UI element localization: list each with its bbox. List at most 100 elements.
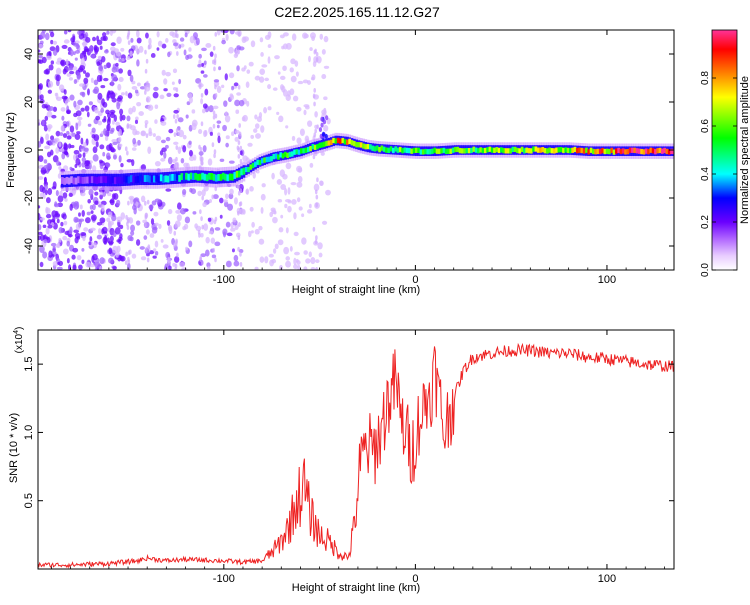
spectrogram-speckle (192, 211, 197, 215)
spectrogram-speckle (120, 47, 125, 52)
spectrogram-speckle (127, 235, 133, 241)
spectrogram-speckle (90, 210, 94, 215)
spectrogram-streak (144, 222, 147, 228)
spectrogram-speckle (53, 203, 60, 208)
spectrogram-speckle (39, 40, 44, 45)
spectrogram-speckle (160, 238, 164, 243)
spectrogram-ridge-cell (359, 142, 363, 148)
spectrogram-streak (214, 84, 217, 90)
spectrogram-ridge-cell (102, 175, 106, 183)
spectrogram-speckle (222, 30, 229, 34)
spectrogram-speckle (178, 129, 185, 138)
spectrogram-ridge-cell (81, 177, 85, 184)
spectrogram-speckle (150, 53, 156, 58)
spectrogram-streak (143, 200, 147, 206)
spectrogram-ridge-cell (582, 148, 586, 154)
spectrogram-speckle (103, 128, 107, 136)
spectrogram-speckle (45, 133, 50, 141)
spectrogram-speckle (236, 45, 242, 51)
spectrogram-speckle (41, 56, 47, 64)
spectrogram-speckle (82, 50, 87, 58)
spectrogram-speckle (111, 193, 116, 200)
spectrogram-ridge-cell (249, 164, 253, 170)
spectrogram-streak (314, 48, 317, 54)
snr-series-line (38, 342, 674, 569)
spectrogram-ridge-cell (605, 148, 609, 154)
colorbar: 0.0 0.2 0.4 0.6 0.8 Normalized spectral ampl… (700, 29, 750, 277)
spectrogram-speckle (101, 228, 105, 235)
spectrogram-ridge-cell (447, 148, 450, 154)
spectrogram-ridge-cell (325, 140, 329, 147)
spectrogram-ridge-cell (100, 176, 103, 184)
spectrogram-speckle (284, 198, 291, 203)
spectrogram-speckle (58, 84, 65, 92)
spectrogram-ridge-cell (72, 177, 76, 185)
spectrogram-speckle (290, 75, 297, 83)
spectrogram-speckle (188, 140, 192, 145)
spectrogram-speckle (80, 107, 85, 112)
spectrogram-speckle (56, 96, 62, 102)
spectrogram-speckle (88, 45, 94, 54)
spectrogram-speckle (207, 265, 211, 270)
spectrogram-ridge-cell (419, 149, 423, 155)
spectrogram-speckle (104, 135, 109, 142)
spectrogram-streak (312, 154, 316, 160)
spectrogram-streak (174, 118, 178, 124)
spectrogram-speckle (258, 238, 265, 245)
spectrogram-speckle (238, 248, 244, 254)
spectrogram-speckle (61, 115, 65, 121)
spectrogram-speckle (46, 111, 53, 118)
spectrogram-speckle (99, 64, 103, 72)
spectrogram-speckle (231, 85, 235, 91)
spectrogram-speckle (154, 104, 159, 110)
spectrogram-ridge-cell (375, 145, 379, 151)
spectrogram-speckle (152, 133, 156, 138)
spectrogram-speckle (154, 240, 159, 248)
spectrogram-speckle (52, 49, 58, 56)
spectrogram-speckle (77, 153, 82, 159)
spectrogram-speckle (81, 209, 85, 217)
spectrogram-speckle (128, 107, 133, 115)
spectrogram-ridge-cell (341, 137, 345, 144)
spectrogram-speckle (84, 160, 91, 165)
spectrogram-ridge-cell (523, 148, 526, 154)
spectrogram-speckle (44, 32, 50, 41)
spectrogram-speckle (103, 240, 107, 245)
spectrogram-speckle (78, 218, 85, 222)
spectrogram-speckle (90, 77, 94, 84)
spectrogram-ridge-cell (497, 147, 501, 154)
spectrogram-speckle (165, 38, 169, 43)
spectrogram-speckle (176, 214, 182, 222)
spectrogram-speckle (258, 76, 265, 83)
spectrogram-speckle (87, 198, 92, 204)
spectrogram-speckle (61, 44, 68, 49)
spectrogram-ridge-cell (573, 146, 577, 153)
spectrogram-streak (213, 153, 216, 159)
spectrogram-speckle (272, 87, 278, 91)
spectrogram-speckle (104, 234, 108, 243)
spectrogram-speckle (76, 255, 82, 261)
spectrogram-speckle (47, 187, 53, 196)
spectrogram-speckle (48, 250, 53, 258)
spectrogram-speckle (106, 123, 111, 132)
spectrogram-speckle (39, 245, 45, 253)
spectrogram-speckle (216, 120, 222, 124)
spectrogram-speckle (236, 65, 240, 72)
spectrogram-speckle (224, 111, 228, 117)
spectrogram-ridge-cell (106, 175, 110, 183)
spectrogram-speckle (111, 66, 117, 73)
spectrogram-speckle (132, 204, 138, 211)
spectrogram-speckle (319, 180, 324, 186)
spectrogram-streak (198, 81, 202, 87)
spectrogram-ridge-cell (387, 147, 391, 154)
spectrogram-speckle (112, 141, 118, 146)
spectrogram-streak (144, 68, 148, 74)
spectrogram-ridge-cell (120, 177, 124, 185)
spectrogram-speckle (160, 139, 166, 144)
spectrogram-ridge-cell (113, 177, 117, 185)
spectrogram-speckle (225, 221, 231, 228)
spectrogram-speckle (225, 135, 230, 140)
spectrogram-speckle (92, 146, 98, 154)
spectrogram-ridge-cell (182, 174, 186, 182)
spectrogram-x-axis: -100 0 100 (51, 30, 665, 286)
